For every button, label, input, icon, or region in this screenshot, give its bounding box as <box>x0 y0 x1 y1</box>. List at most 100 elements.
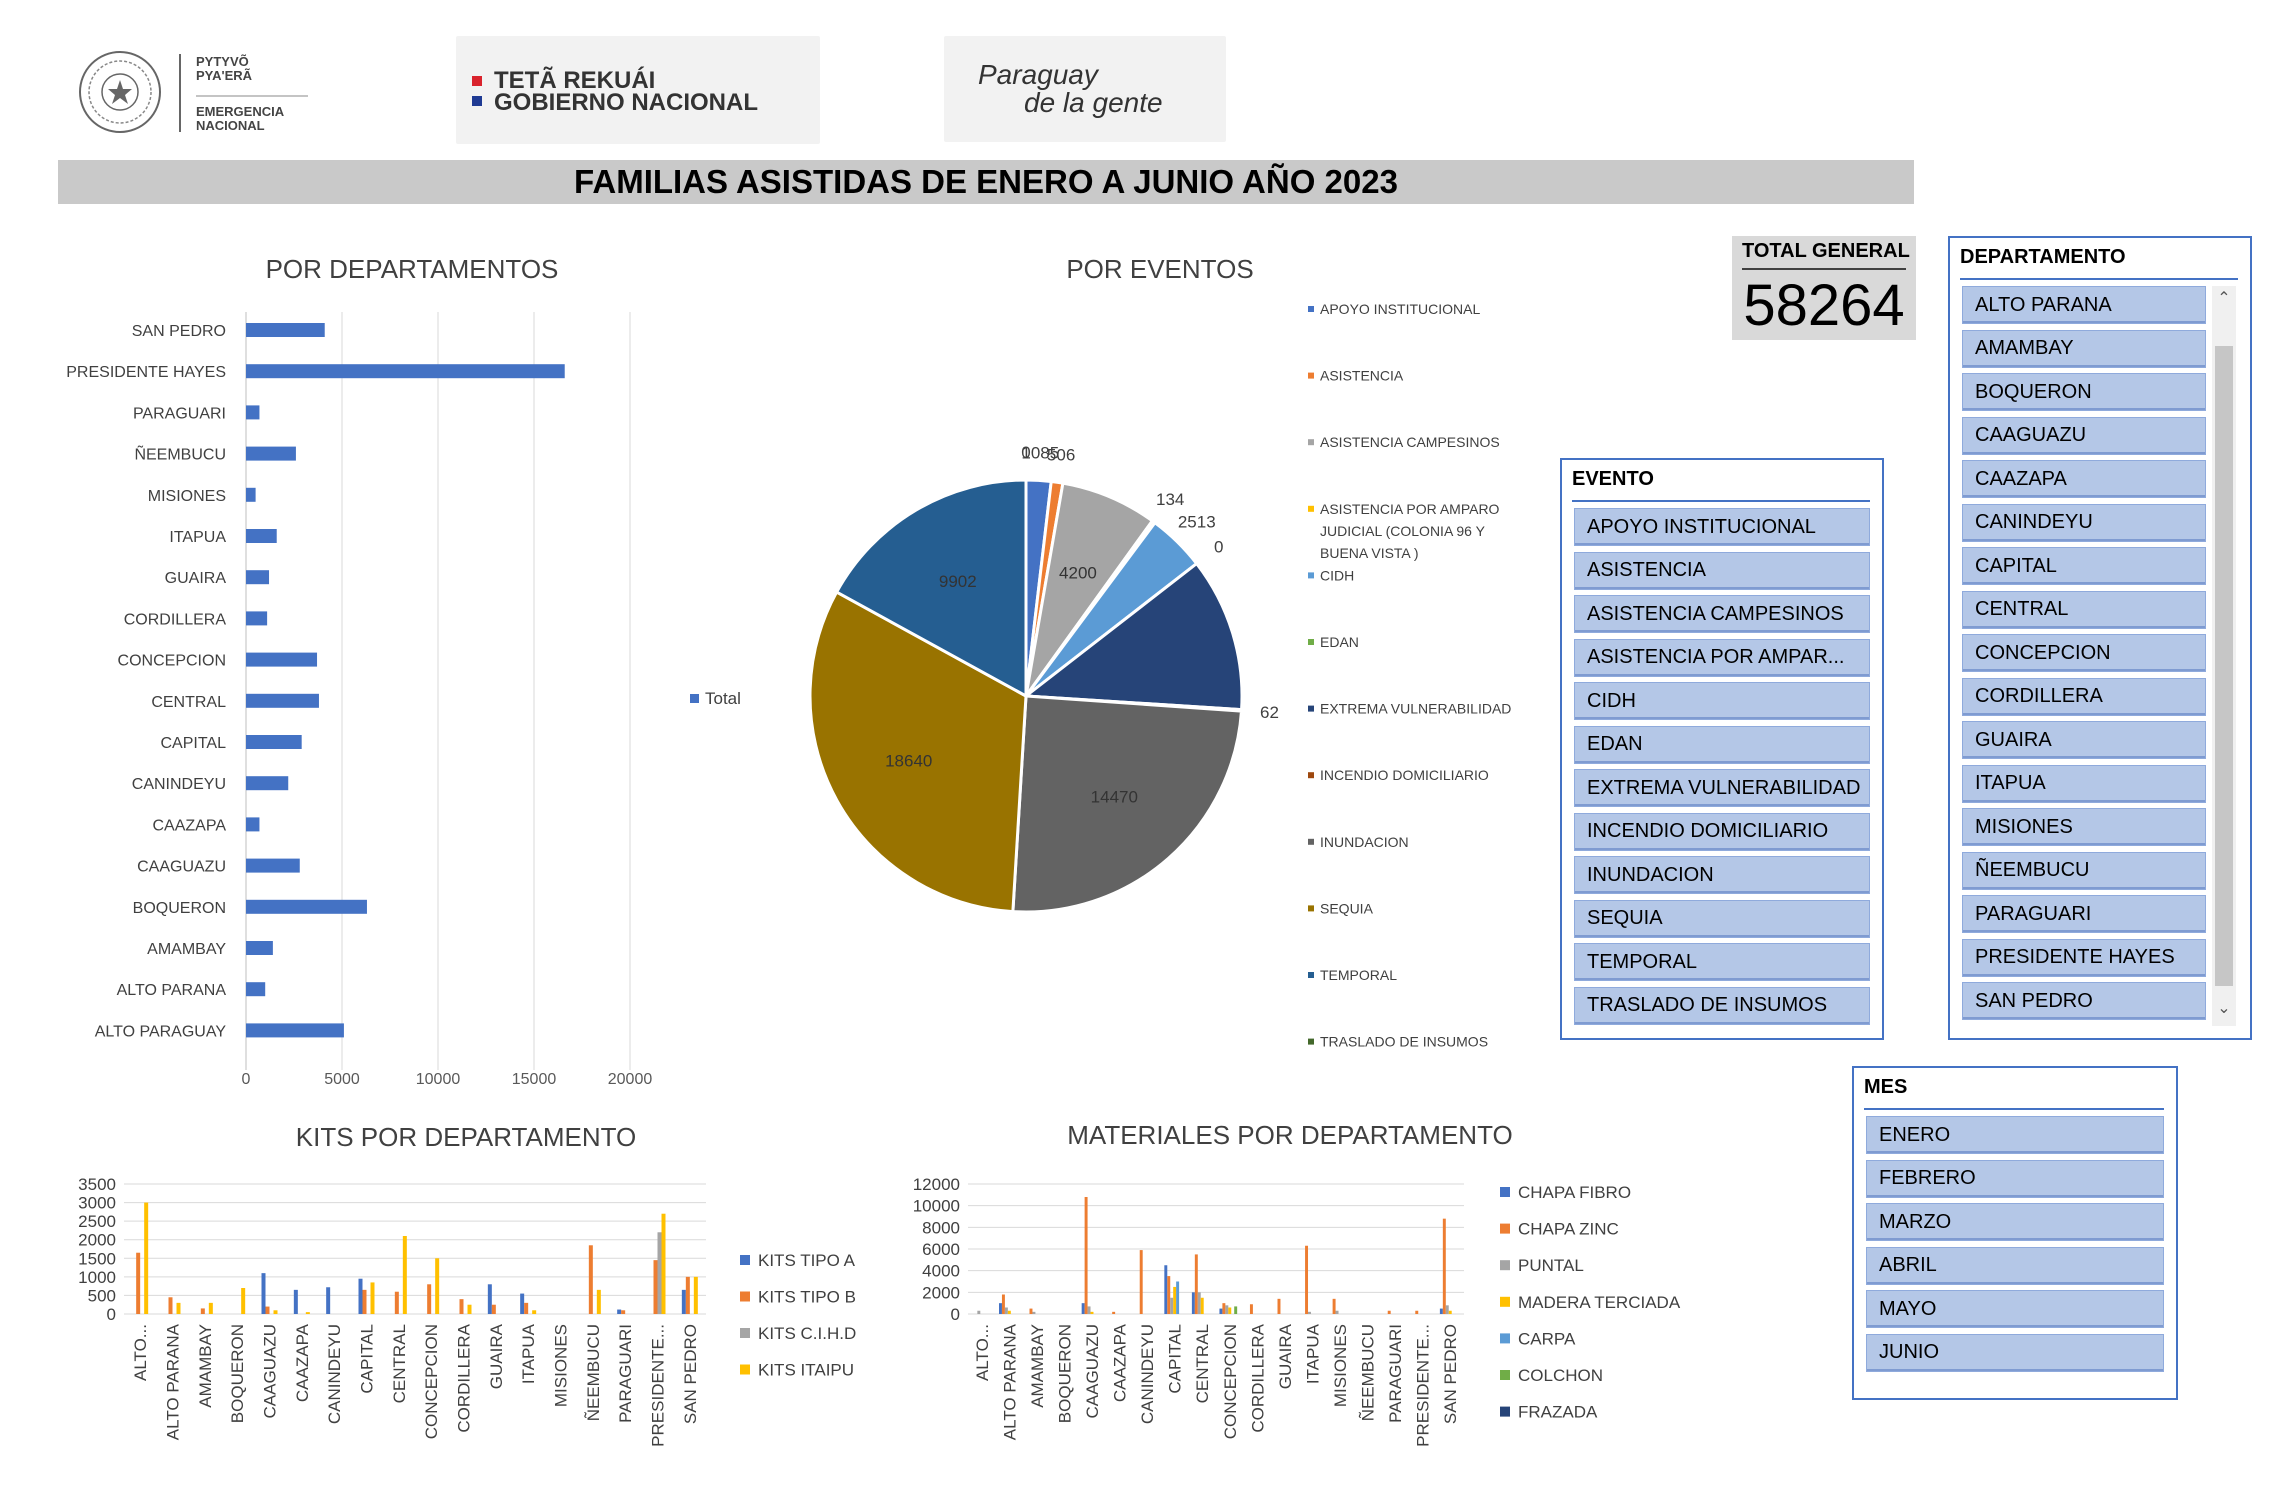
slicer-departamento-item-concepcion[interactable]: CONCEPCION <box>1962 634 2206 672</box>
slicer-mes-item-marzo[interactable]: MARZO <box>1866 1203 2164 1241</box>
bar-kits-tipo-b-itapua <box>524 1302 529 1314</box>
chart-title-por-departamentos: POR DEPARTAMENTOS <box>265 254 559 284</box>
slicer-evento-item-inundacion[interactable]: INUNDACION <box>1574 856 1870 894</box>
slicer-departamento-item-amambay[interactable]: AMAMBAY <box>1962 329 2206 368</box>
slicer-evento-item-temporal[interactable]: TEMPORAL <box>1574 943 1870 981</box>
pie-data-label: 2513 <box>1178 513 1216 532</box>
bar-kits-itaipu-itapua <box>532 1310 537 1314</box>
slicer-departamento-item-guaira[interactable]: GUAIRA <box>1962 721 2206 759</box>
y-tick-label: 6000 <box>922 1240 960 1259</box>
category-label: PRESIDENTE HAYES <box>66 364 226 381</box>
slicer-mes-item-mayo[interactable]: MAYO <box>1866 1290 2164 1328</box>
bar-puntal-capital <box>1170 1297 1174 1314</box>
slicer-mes-item-enero[interactable]: ENERO <box>1866 1116 2164 1154</box>
scroll-down-icon[interactable]: ⌄ <box>2217 1000 2231 1017</box>
bar-kits-tipo-b-amambay <box>200 1308 205 1314</box>
slicer-evento-item-apoyo-institucional[interactable]: APOYO INSTITUCIONAL <box>1574 508 1870 546</box>
pie-data-label: 1085 <box>1021 443 1059 462</box>
bar-canindeyu <box>246 776 289 791</box>
scroll-thumb[interactable] <box>2215 346 2233 986</box>
slicer-evento-item-traslado-de-insumos[interactable]: TRASLADO DE INSUMOS <box>1574 986 1870 1025</box>
category-label: CAAZAPA <box>1111 1323 1130 1402</box>
bar-chapa-zinc-guaira <box>1277 1298 1281 1314</box>
legend-label-chapa-zinc: CHAPA ZINC <box>1518 1220 1619 1239</box>
bar-misiones <box>246 487 256 502</box>
title-banner: FAMILIAS ASISTIDAS DE ENERO A JUNIO AÑO … <box>58 160 1914 204</box>
slicer-evento-item-asistencia-campesinos[interactable]: ASISTENCIA CAMPESINOS <box>1574 595 1870 633</box>
slicer-evento-item-extrema-vulnerabilidad[interactable]: EXTREMA VULNERABILIDAD <box>1574 769 1870 807</box>
slicer-departamento: DEPARTAMENTO ⌃ ⌄ ALTO PARANA AMAMBAY BOQUE… <box>1948 236 2252 1040</box>
bar-kits-itaipu-cordillera <box>467 1304 472 1314</box>
slicer-departamento-item-itapua[interactable]: ITAPUA <box>1962 764 2206 803</box>
slicer-departamento-item-ñeembucu[interactable]: ÑEEMBUCU <box>1962 851 2206 890</box>
category-label: ITAPUA <box>1303 1323 1322 1384</box>
slicer-evento-item-incendio-domiciliario[interactable]: INCENDIO DOMICILIARIO <box>1574 812 1870 851</box>
slicer-departamento-item-central[interactable]: CENTRAL <box>1962 590 2206 629</box>
legend-swatch-cidh <box>1308 572 1314 579</box>
category-label: CAPITAL <box>161 735 227 752</box>
slicer-evento-item-asistencia-por-ampar[interactable]: ASISTENCIA POR AMPAR... <box>1574 638 1870 677</box>
legend-label-kits-c-i-h-d: KITS C.I.H.D <box>758 1324 856 1343</box>
bar-boqueron <box>246 899 367 914</box>
legend-label-sequia: SEQUIA <box>1320 900 1374 916</box>
slicer-departamento-item-alto-parana[interactable]: ALTO PARANA <box>1962 286 2206 324</box>
bar-kits-tipo-b-central <box>394 1291 399 1314</box>
slicer-mes-item-junio[interactable]: JUNIO <box>1866 1333 2164 1372</box>
slicer-departamento-item-misiones[interactable]: MISIONES <box>1962 808 2206 846</box>
slicer-departamento-item-paraguari[interactable]: PARAGUARI <box>1962 895 2206 933</box>
legend-swatch-sequia <box>1308 905 1314 912</box>
slicer-evento-item-sequia[interactable]: SEQUIA <box>1574 899 1870 938</box>
bar-carpa-capital <box>1176 1281 1180 1314</box>
bar-madera-terciada-capital <box>1173 1286 1177 1314</box>
x-tick-label: 15000 <box>512 1071 557 1088</box>
slicer-mes-item-febrero[interactable]: FEBRERO <box>1866 1159 2164 1198</box>
slicer-scrollbar[interactable]: ⌃ ⌄ <box>2212 286 2236 1026</box>
category-label: GUAIRA <box>165 570 227 587</box>
category-label: CANINDEYU <box>1138 1324 1157 1424</box>
slicer-evento-item-edan[interactable]: EDAN <box>1574 725 1870 764</box>
slicer-evento-item-asistencia[interactable]: ASISTENCIA <box>1574 551 1870 590</box>
slicer-departamento-item-canindeyu[interactable]: CANINDEYU <box>1962 503 2206 542</box>
category-label: MISIONES <box>148 488 226 505</box>
slicer-departamento-item-boqueron[interactable]: BOQUERON <box>1962 373 2206 411</box>
legend-label-chapa-fibro: CHAPA FIBRO <box>1518 1183 1631 1202</box>
bar-central <box>246 693 319 708</box>
bar-amambay <box>246 941 273 955</box>
y-tick-label: 2000 <box>922 1283 960 1302</box>
pie-data-label: 506 <box>1047 446 1075 465</box>
slicer-departamento-item-cordillera[interactable]: CORDILLERA <box>1962 677 2206 716</box>
chart-materiales-por-departamento: 0 2000 4000 6000 8000 10000 12000 ALTO... ALTO P… <box>913 1175 1681 1447</box>
legend-swatch-kits-tipo-a <box>740 1255 750 1265</box>
category-label: CAAGUAZU <box>261 1324 280 1418</box>
category-label: CONCEPCION <box>118 653 226 670</box>
slicer-departamento-item-presidente-hayes[interactable]: PRESIDENTE HAYES <box>1962 938 2206 977</box>
logo-paraguay-de-la-gente: Paraguay de la gente <box>944 36 1226 142</box>
scroll-up-icon[interactable]: ⌃ <box>2217 290 2231 307</box>
y-tick-label: 2500 <box>78 1212 116 1231</box>
category-label: CONCEPCION <box>1221 1324 1240 1439</box>
slicer-evento-item-cidh[interactable]: CIDH <box>1574 682 1870 720</box>
slicer-mes-divider <box>1864 1108 2164 1110</box>
bar-kits-tipo-b-capital <box>362 1289 367 1314</box>
bar-puntal-misiones <box>1335 1310 1339 1314</box>
slicer-departamento-item-san-pedro[interactable]: SAN PEDRO <box>1962 982 2206 1020</box>
pie-data-label: 14470 <box>1091 788 1138 807</box>
bar-kits-tipo-a-capital <box>358 1278 363 1314</box>
bar-kits-tipo-a-paraguari <box>617 1309 622 1314</box>
slicer-departamento-item-caazapa[interactable]: CAAZAPA <box>1962 460 2206 498</box>
slicer-departamento-item-capital[interactable]: CAPITAL <box>1962 547 2206 585</box>
slicer-mes-item-abril[interactable]: ABRIL <box>1866 1246 2164 1285</box>
legend-label-cidh: CIDH <box>1320 567 1354 583</box>
total-general-card: TOTAL GENERAL 58264 <box>1732 236 1916 340</box>
bar-kits-tipo-b-paraguari <box>621 1310 626 1314</box>
legend-label-asistencia: ASISTENCIA <box>1320 368 1404 384</box>
legend-label-puntal: PUNTAL <box>1518 1256 1584 1275</box>
bar-chapa-zinc-caaguazu <box>1084 1197 1088 1314</box>
category-label: PRESIDENTE... <box>649 1324 668 1447</box>
bar-kits-itaipu-ñeembucu <box>596 1289 601 1314</box>
bar-kits-itaipu-central <box>402 1236 407 1314</box>
svg-text:EMERGENCIA: EMERGENCIA <box>196 104 285 119</box>
category-label: ITAPUA <box>519 1323 538 1384</box>
slicer-departamento-item-caaguazu[interactable]: CAAGUAZU <box>1962 416 2206 455</box>
